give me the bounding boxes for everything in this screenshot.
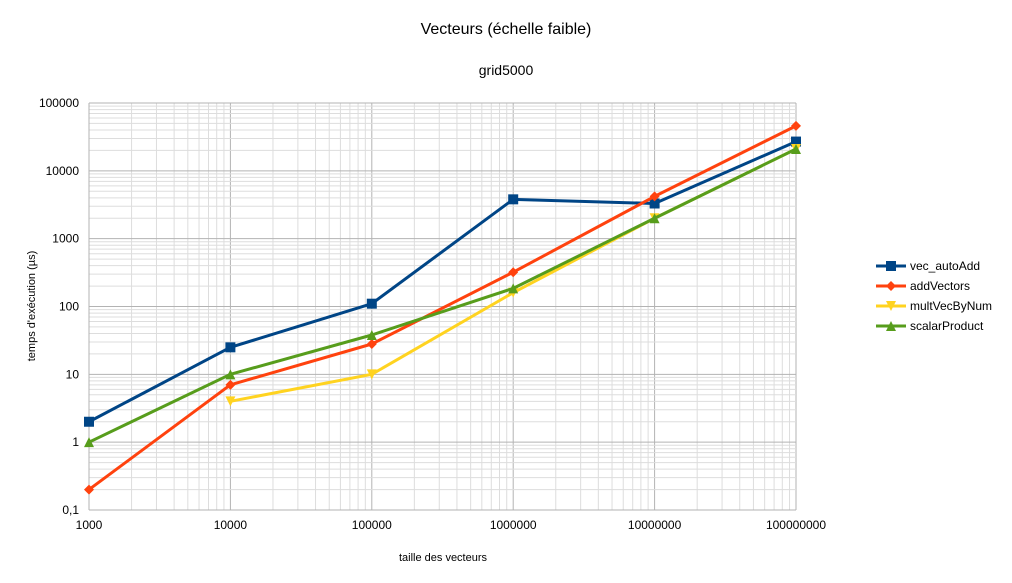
grid	[88, 102, 797, 511]
legend-swatch	[876, 321, 906, 331]
x-tick-label: 10000000	[628, 518, 682, 532]
legend-item: multVecByNum	[876, 296, 992, 316]
series-addVectors	[84, 120, 801, 495]
y-tick-label: 10000	[46, 164, 80, 178]
legend-label: vec_autoAdd	[910, 259, 981, 273]
legend-item: scalarProduct	[876, 316, 992, 336]
legend-marker	[886, 301, 896, 311]
series-vec_autoAdd	[84, 136, 801, 427]
chart-subtitle: grid5000	[478, 62, 534, 78]
x-axis-title: taille des vecteurs	[399, 552, 488, 564]
y-tick-label: 100000	[39, 96, 79, 110]
data-point	[366, 339, 377, 350]
series-group	[84, 120, 801, 495]
series-scalarProduct	[84, 143, 801, 448]
y-axis-title: temps d'exécution (µs)	[26, 251, 38, 362]
legend-label: scalarProduct	[910, 319, 984, 333]
data-point	[225, 342, 236, 353]
legend-swatch	[876, 261, 906, 271]
legend-swatch	[876, 301, 906, 311]
x-tick-label: 1000	[76, 518, 103, 532]
legend-label: multVecByNum	[910, 299, 993, 313]
y-tick-label: 10	[66, 367, 80, 381]
data-point	[649, 198, 660, 209]
y-tick-label: 1	[72, 435, 79, 449]
data-point	[84, 416, 94, 427]
y-tick-label: 100	[59, 300, 79, 314]
legend: vec_autoAdd addVectors multVecByNum scalarP…	[876, 256, 992, 336]
x-tick-label: 100000000	[766, 518, 826, 532]
legend-marker	[886, 321, 896, 331]
axes: 1000 10000 100000 1000000 10000000 100000000 0…	[39, 96, 826, 532]
data-point	[225, 379, 236, 390]
y-tick-label: 1000	[52, 232, 79, 246]
legend-marker	[886, 261, 896, 271]
data-point	[791, 136, 801, 147]
data-point	[225, 396, 236, 407]
data-point	[791, 120, 801, 131]
data-point	[791, 143, 801, 154]
legend-marker	[886, 281, 896, 291]
data-point	[649, 191, 660, 202]
x-tick-label: 10000	[214, 518, 248, 532]
legend-swatch	[876, 281, 906, 291]
y-tick-label: 0,1	[62, 503, 79, 517]
chart-title: Vecteurs (échelle faible)	[420, 21, 592, 38]
data-point	[649, 213, 660, 224]
data-point	[84, 437, 94, 448]
data-point	[508, 267, 519, 278]
data-point	[366, 330, 377, 341]
legend-label: addVectors	[910, 279, 971, 293]
x-tick-label: 100000	[352, 518, 392, 532]
x-tick-label: 1000000	[490, 518, 537, 532]
data-point	[366, 369, 377, 380]
data-point	[508, 194, 519, 205]
legend-item: vec_autoAdd	[876, 256, 992, 276]
data-point	[508, 283, 519, 294]
data-point	[225, 369, 236, 380]
data-point	[84, 484, 94, 495]
legend-item: addVectors	[876, 276, 992, 296]
series-line	[88, 147, 797, 444]
series-line	[88, 124, 797, 491]
data-point	[366, 298, 377, 309]
series-line	[88, 140, 797, 424]
